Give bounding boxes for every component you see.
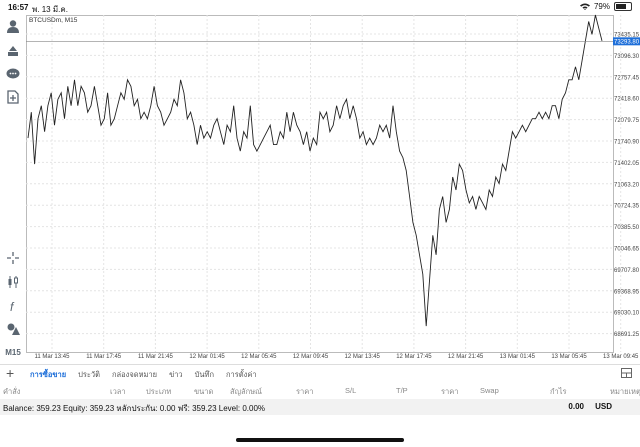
price-tick-label: 72418.60 xyxy=(614,97,640,103)
time-tick-label: 12 Mar 05:45 xyxy=(241,354,277,359)
profit-value: 0.00 xyxy=(568,402,584,411)
balance-bar: Balance: 359.23 Equity: 359.23 หลักประกั… xyxy=(0,399,640,415)
account-icon[interactable] xyxy=(3,16,23,36)
column-header: ประเภท xyxy=(146,387,172,396)
balance-text: Balance: 359.23 Equity: 359.23 หลักประกั… xyxy=(3,404,266,413)
chat-icon[interactable] xyxy=(3,64,23,84)
time-tick-label: 12 Mar 21:45 xyxy=(448,354,484,359)
battery-percent: 79% xyxy=(593,2,610,11)
current-price-tag xyxy=(613,37,640,46)
chart-toolbar: f M15 xyxy=(0,14,26,359)
time-tick-label: 12 Mar 09:45 xyxy=(293,354,329,359)
time-tick-label: 12 Mar 13:45 xyxy=(345,354,381,359)
timeframe-button[interactable]: M15 xyxy=(5,347,21,357)
column-header: S/L xyxy=(345,386,357,395)
price-tick-label: 70046.65 xyxy=(614,247,640,253)
current-price-label: 73293.80 xyxy=(614,40,640,46)
column-header: เวลา xyxy=(110,387,126,396)
trade-columns-header: คำสั่ง เวลา ประเภท ขนาด สัญลักษณ์ ราคา S/L T/P ร… xyxy=(0,383,640,397)
price-tick-label: 72757.45 xyxy=(614,75,640,81)
status-bar: 16:57 พ. 13 มี.ค. 79% xyxy=(0,0,640,14)
time-tick-label: 11 Mar 13:45 xyxy=(35,354,71,359)
price-tick-label: 73096.30 xyxy=(614,54,640,60)
time-tick-label: 12 Mar 17:45 xyxy=(396,354,432,359)
trade-icon[interactable] xyxy=(3,40,23,60)
price-series-line xyxy=(27,14,603,327)
tab-1[interactable]: ประวัติ xyxy=(78,370,101,379)
tab-4[interactable]: บันทึก xyxy=(194,370,215,379)
symbol-label: BTCUSDm, M15 xyxy=(29,17,78,24)
price-tick-label: 72079.75 xyxy=(614,118,640,124)
time-tick-label: 13 Mar 05:45 xyxy=(551,354,587,359)
currency-label: USD xyxy=(595,402,612,411)
price-tick-label: 70385.50 xyxy=(614,225,640,231)
price-chart[interactable]: 73435.15 73096.30 72757.45 72418.60 72079.75… xyxy=(26,14,640,360)
tab-2[interactable]: กล่องจดหมาย xyxy=(112,370,158,379)
candles-icon[interactable] xyxy=(3,272,23,292)
price-tick-label: 69368.95 xyxy=(614,289,640,295)
time-tick-label: 11 Mar 17:45 xyxy=(86,354,122,359)
column-header: Swap xyxy=(480,386,499,395)
tab-5[interactable]: การตั้งค่า xyxy=(226,370,257,379)
price-tick-label: 71402.05 xyxy=(614,161,640,167)
new-chart-icon[interactable] xyxy=(3,87,23,107)
column-header: สัญลักษณ์ xyxy=(230,387,263,396)
battery-icon xyxy=(614,2,632,11)
price-tick-label: 68691.25 xyxy=(614,332,640,338)
column-header: กำไร xyxy=(550,387,567,396)
objects-icon[interactable] xyxy=(3,319,23,339)
column-header: ราคา xyxy=(296,387,314,396)
time-tick-label: 13 Mar 01:45 xyxy=(500,354,536,359)
indicators-icon[interactable]: f xyxy=(3,296,23,316)
column-header: T/P xyxy=(396,386,408,395)
layout-icon[interactable] xyxy=(621,368,632,378)
tab-0[interactable]: การซื้อขาย xyxy=(30,370,67,379)
add-icon[interactable]: + xyxy=(6,365,15,381)
crosshair-icon[interactable] xyxy=(3,248,23,268)
time-tick-label: 12 Mar 01:45 xyxy=(189,354,225,359)
wifi-icon xyxy=(579,3,590,10)
price-tick-label: 70724.35 xyxy=(614,204,640,210)
price-tick-label: 71063.20 xyxy=(614,182,640,188)
column-header: ขนาด xyxy=(194,387,214,396)
price-tick-label: 73435.15 xyxy=(614,33,640,39)
price-tick-label: 69707.80 xyxy=(614,268,640,274)
bottom-tabs-bar: + การซื้อขาย ประวัติ กล่องจดหมาย ข่าว บันทึก… xyxy=(0,364,640,383)
home-indicator xyxy=(236,438,404,442)
status-right: 79% xyxy=(579,2,632,11)
column-header: หมายเหตุ xyxy=(610,387,640,396)
price-tick-label: 69030.10 xyxy=(614,311,640,317)
bottom-tabs: การซื้อขาย ประวัติ กล่องจดหมาย ข่าว บันทึก กา… xyxy=(30,369,257,381)
status-date: พ. 13 มี.ค. xyxy=(32,5,68,14)
time-tick-label: 13 Mar 09:45 xyxy=(603,354,639,359)
price-tick-label: 71740.90 xyxy=(614,140,640,146)
tab-3[interactable]: ข่าว xyxy=(169,370,183,379)
svg-text:f: f xyxy=(10,300,15,313)
column-header: ราคา xyxy=(441,387,459,396)
column-header: คำสั่ง xyxy=(3,387,21,396)
status-time: 16:57 xyxy=(8,3,29,12)
chart-area[interactable]: 73435.15 73096.30 72757.45 72418.60 72079.75… xyxy=(26,14,640,360)
time-tick-label: 11 Mar 21:45 xyxy=(138,354,174,359)
